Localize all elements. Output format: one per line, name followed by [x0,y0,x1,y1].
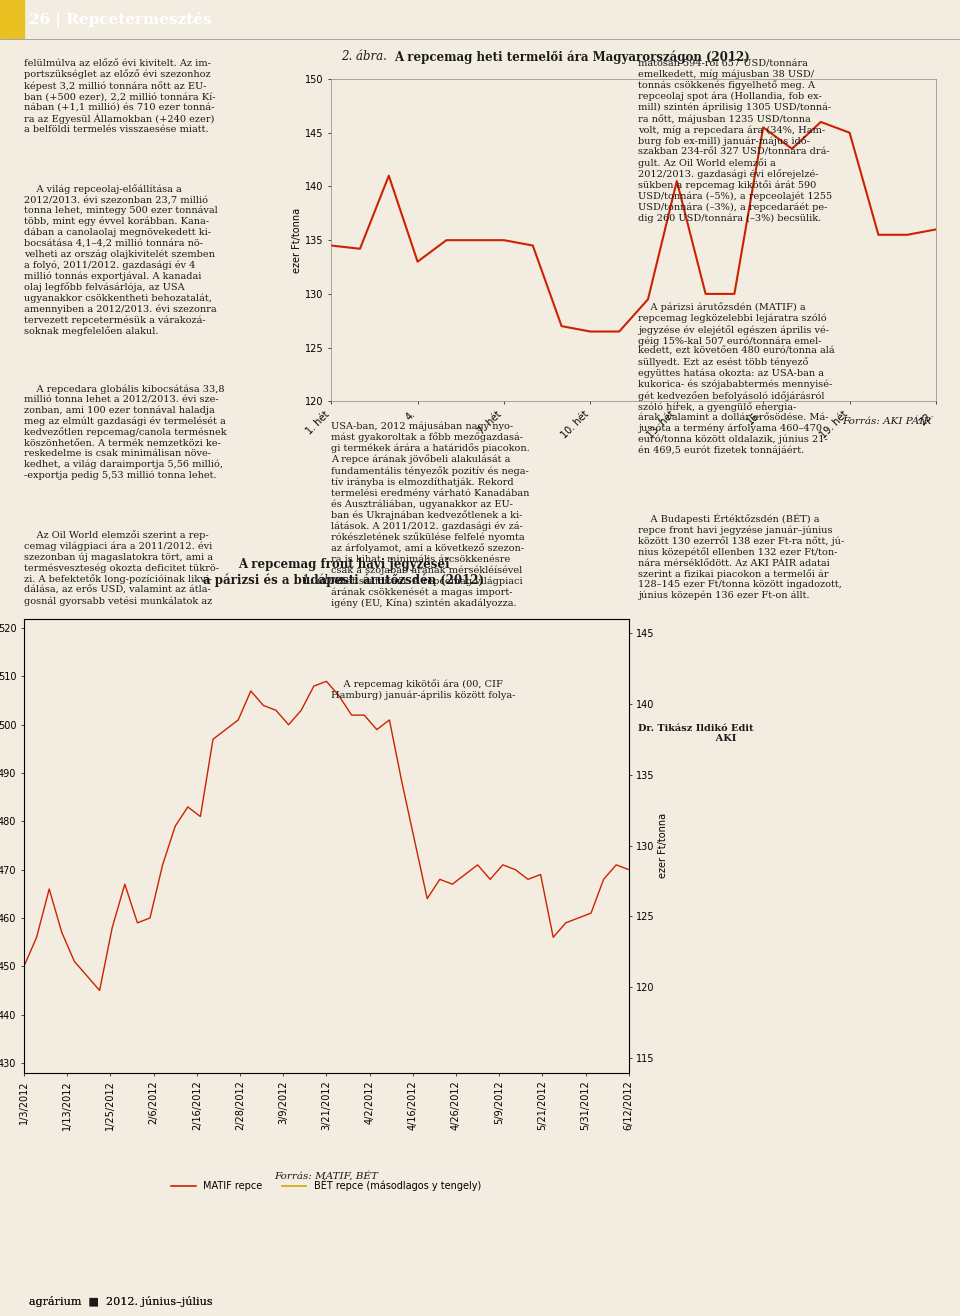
Y-axis label: ezer Ft/tonna: ezer Ft/tonna [658,813,668,878]
Legend: MATIF repce, BÉT repce (másodlagos y tengely): MATIF repce, BÉT repce (másodlagos y ten… [167,1175,486,1195]
Text: 1. ábra.: 1. ábra. [301,574,351,587]
Text: Forrás: MATIF, BÉT: Forrás: MATIF, BÉT [275,1171,378,1180]
Text: Az Oil World elemzői szerint a rep-
cemag világpiaci ára a 2011/2012. évi
szezon: Az Oil World elemzői szerint a rep- cema… [24,530,219,605]
Text: felülmúlva az előző évi kivitelt. Az im-
portszükséglet az előző évi szezonhoz
k: felülmúlva az előző évi kivitelt. Az im-… [24,59,215,134]
Text: matosan 594-ről 657 USD/tonnára
emelkedett, míg májusban 38 USD/
tonnás csökkené: matosan 594-ről 657 USD/tonnára emelkede… [638,59,832,224]
Text: USA-ban, 2012 májusában nagy nyo-
mást gyakoroltak a főbb mezőgazdasá-
gi termék: USA-ban, 2012 májusában nagy nyo- mást g… [331,421,530,608]
Text: agrárium  ■  2012. június–július: agrárium ■ 2012. június–július [29,1296,212,1307]
Text: A repcedara globális kibocsátása 33,8
millió tonna lehet a 2012/2013. évi sze-
z: A repcedara globális kibocsátása 33,8 mi… [24,384,227,480]
Text: A repcemag front havi jegyzései
a párizsi és a budapesti árutőzsdén (2012): A repcemag front havi jegyzései a párizs… [204,558,484,587]
Text: Dr. Tikász Ildikó Edit
                       AKI: Dr. Tikász Ildikó Edit AKI [638,724,754,744]
Y-axis label: ezer Ft/tonna: ezer Ft/tonna [292,208,302,272]
Text: A párizsi árutőzsdén (MATIF) a
repcemag legközelebbi lejáratra szóló
jegyzése év: A párizsi árutőzsdén (MATIF) a repcemag … [638,303,835,455]
Text: A repcemag heti termelői ára Magyarországon (2012): A repcemag heti termelői ára Magyarorszá… [394,50,750,63]
Text: A világ repceolaj-előállítása a
2012/2013. évi szezonban 23,7 millió
tonna lehet: A világ repceolaj-előállítása a 2012/201… [24,184,218,337]
Bar [0,0,24,39]
Text: agrárium  ■  2012. június–július: agrárium ■ 2012. június–július [29,1296,212,1307]
Text: Forrás: AKI PÁIR: Forrás: AKI PÁIR [842,417,931,426]
Text: 2. ábra.: 2. ábra. [341,50,391,63]
Text: A Budapesti Értéktőzsdén (BÉT) a
repce front havi jegyzése január–június
között : A Budapesti Értéktőzsdén (BÉT) a repce f… [638,513,845,600]
Text: 26 | Repcetermesztés: 26 | Repcetermesztés [29,12,211,28]
Text: A repcemag kikötői ára (00, CIF
Hamburg) január-április között folya-: A repcemag kikötői ára (00, CIF Hamburg)… [331,679,516,700]
